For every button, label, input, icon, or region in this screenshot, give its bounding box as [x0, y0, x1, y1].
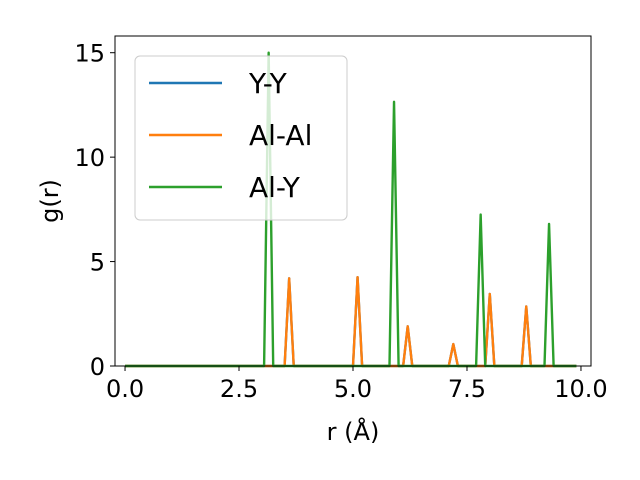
y-axis: 0 5 10 15	[74, 40, 115, 381]
x-axis-label: r (Å)	[327, 417, 380, 446]
x-axis: 0.0 2.5 5.0 7.5 10.0	[106, 366, 608, 403]
legend-label-0: Y-Y	[248, 67, 288, 100]
y-tick-label: 5	[90, 249, 105, 277]
legend-box	[134, 55, 348, 221]
x-tick-label: 5.0	[334, 375, 372, 403]
series-line-1	[125, 276, 577, 368]
x-tick-label: 10.0	[554, 375, 607, 403]
y-tick-label: 0	[90, 353, 105, 381]
series-line-0	[125, 276, 577, 368]
x-tick-label: 0.0	[106, 375, 144, 403]
y-axis-label: g(r)	[36, 179, 64, 223]
y-tick-label: 15	[74, 40, 105, 68]
x-tick-label: 2.5	[220, 375, 258, 403]
y-tick-label: 10	[74, 144, 105, 172]
legend: Y-Y Al-Al Al-Y	[134, 55, 348, 221]
x-tick-label: 7.5	[448, 375, 486, 403]
legend-label-1: Al-Al	[249, 119, 312, 152]
legend-label-2: Al-Y	[249, 171, 301, 204]
